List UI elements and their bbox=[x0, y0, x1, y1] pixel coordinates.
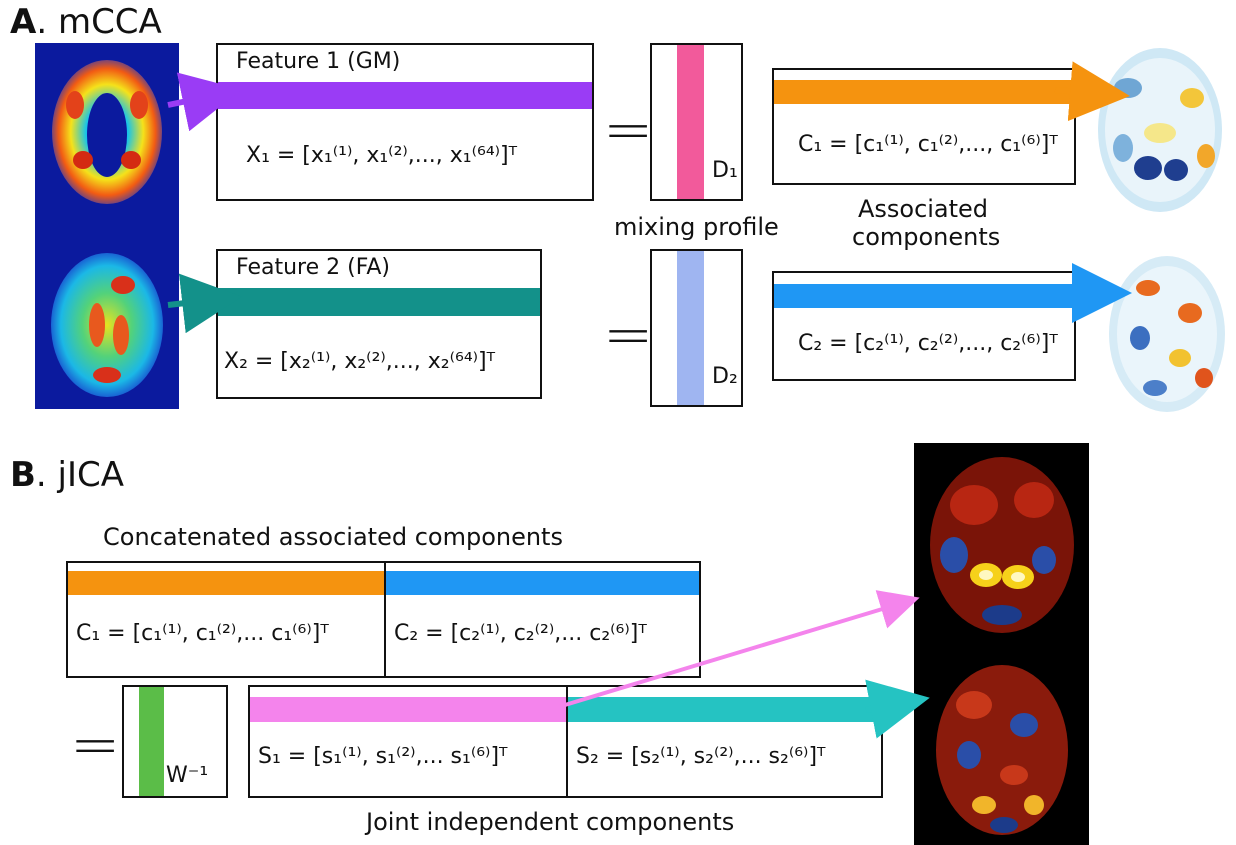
source-s2-bar bbox=[568, 697, 881, 722]
source-s1-map-image bbox=[930, 457, 1074, 633]
feature2-bar bbox=[218, 288, 540, 316]
mixing-d2-box: D₂ bbox=[650, 249, 743, 407]
equals-sign-2: = bbox=[603, 300, 654, 370]
source-s2-equation: S₂ = [s₂⁽¹⁾, s₂⁽²⁾,... s₂⁽⁶⁾]ᵀ bbox=[576, 744, 826, 769]
component-c2-box: C₂ = [c₂⁽¹⁾, c₂⁽²⁾,..., c₂⁽⁶⁾]ᵀ bbox=[772, 271, 1076, 381]
component-c2-map-image bbox=[1109, 256, 1225, 412]
concatenated-caption: Concatenated associated components bbox=[103, 523, 563, 551]
fa-brain-image bbox=[51, 253, 163, 397]
section-a-letter: A bbox=[10, 2, 37, 42]
mixing-d1-bar bbox=[677, 45, 704, 199]
mixing-d2-bar bbox=[677, 251, 704, 405]
mixing-d1-label: D₁ bbox=[712, 158, 738, 183]
joint-components-caption: Joint independent components bbox=[366, 808, 735, 836]
mixing-d2-label: D₂ bbox=[712, 364, 738, 389]
associated-caption-line1: Associated bbox=[857, 195, 989, 223]
section-b-name: . jICA bbox=[35, 455, 125, 495]
unmixing-w-box: W⁻¹ bbox=[122, 685, 228, 798]
feature1-label: Feature 1 (GM) bbox=[236, 49, 401, 74]
component-c1-equation: C₁ = [c₁⁽¹⁾, c₁⁽²⁾,..., c₁⁽⁶⁾]ᵀ bbox=[798, 132, 1058, 157]
concat-c1-equation: C₁ = [c₁⁽¹⁾, c₁⁽²⁾,... c₁⁽⁶⁾]ᵀ bbox=[76, 621, 329, 646]
section-a-title: A. mCCA bbox=[10, 2, 162, 42]
sources-box: S₁ = [s₁⁽¹⁾, s₁⁽²⁾,... s₁⁽⁶⁾]ᵀ S₂ = [s₂⁽… bbox=[248, 685, 883, 798]
feature1-bar bbox=[218, 82, 592, 109]
section-a-name: . mCCA bbox=[36, 2, 162, 42]
component-c2-bar bbox=[774, 284, 1074, 308]
concat-c1-bar bbox=[68, 571, 386, 595]
concat-divider bbox=[384, 563, 386, 676]
section-b-title: B. jICA bbox=[10, 455, 124, 495]
mixing-profile-caption: mixing profile bbox=[614, 213, 779, 241]
equals-sign-1: = bbox=[603, 95, 654, 165]
section-b-letter: B bbox=[10, 455, 36, 495]
concat-c2-equation: C₂ = [c₂⁽¹⁾, c₂⁽²⁾,... c₂⁽⁶⁾]ᵀ bbox=[394, 621, 647, 646]
equals-sign-3: = bbox=[70, 710, 121, 780]
component-c1-box: C₁ = [c₁⁽¹⁾, c₁⁽²⁾,..., c₁⁽⁶⁾]ᵀ bbox=[772, 68, 1076, 185]
concat-c2-bar bbox=[386, 571, 699, 595]
gm-brain-image bbox=[52, 60, 162, 204]
source-s1-equation: S₁ = [s₁⁽¹⁾, s₁⁽²⁾,... s₁⁽⁶⁾]ᵀ bbox=[258, 744, 508, 769]
feature2-label: Feature 2 (FA) bbox=[236, 255, 390, 280]
unmixing-w-label: W⁻¹ bbox=[166, 763, 209, 788]
mixing-d1-box: D₁ bbox=[650, 43, 743, 201]
associated-components-caption: Associated components bbox=[852, 195, 1001, 251]
feature1-equation: X₁ = [x₁⁽¹⁾, x₁⁽²⁾,..., x₁⁽⁶⁴⁾]ᵀ bbox=[246, 143, 518, 168]
feature2-box: Feature 2 (FA) X₂ = [x₂⁽¹⁾, x₂⁽²⁾,..., x… bbox=[216, 249, 542, 399]
associated-caption-line2: components bbox=[852, 223, 1001, 251]
feature1-box: Feature 1 (GM) X₁ = [x₁⁽¹⁾, x₁⁽²⁾,..., x… bbox=[216, 43, 594, 201]
component-c1-bar bbox=[774, 80, 1074, 104]
component-c2-equation: C₂ = [c₂⁽¹⁾, c₂⁽²⁾,..., c₂⁽⁶⁾]ᵀ bbox=[798, 331, 1058, 356]
concatenated-box: C₁ = [c₁⁽¹⁾, c₁⁽²⁾,... c₁⁽⁶⁾]ᵀ C₂ = [c₂⁽… bbox=[66, 561, 701, 678]
sources-divider bbox=[566, 687, 568, 796]
unmixing-w-bar bbox=[139, 687, 164, 796]
feature2-equation: X₂ = [x₂⁽¹⁾, x₂⁽²⁾,..., x₂⁽⁶⁴⁾]ᵀ bbox=[224, 349, 496, 374]
source-s1-bar bbox=[250, 697, 568, 722]
component-c1-map-image bbox=[1098, 48, 1222, 212]
source-s2-map-image bbox=[936, 665, 1068, 835]
